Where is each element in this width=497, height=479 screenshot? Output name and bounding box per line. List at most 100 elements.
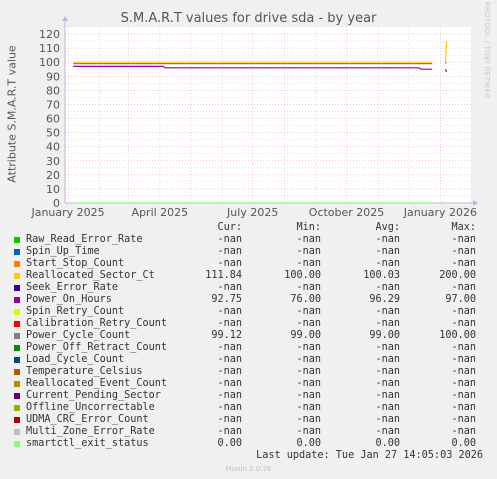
legend-swatch [14, 345, 20, 351]
legend-cur-value: -nan [217, 426, 242, 437]
legend-min-value: -nan [296, 246, 321, 257]
legend-min-value: -nan [296, 366, 321, 377]
y-tick-label: 60 [46, 113, 60, 126]
legend-max-value: -nan [451, 366, 476, 377]
legend-avg-value: -nan [375, 306, 400, 317]
legend-min-value: -nan [296, 306, 321, 317]
legend-row: Load_Cycle_Count -nan -nan -nan -nan [0, 354, 497, 366]
legend-cur-value: -nan [217, 234, 242, 245]
legend-label: Raw_Read_Error_Rate [26, 234, 143, 245]
legend-cur-value: -nan [217, 306, 242, 317]
legend-row: Spin_Retry_Count -nan -nan -nan -nan [0, 306, 497, 318]
legend-min-value: -nan [296, 390, 321, 401]
legend-row: Multi_Zone_Error_Rate -nan -nan -nan -nan [0, 426, 497, 438]
legend-swatch [14, 381, 20, 387]
x-tick-label: July 2025 [226, 206, 278, 219]
legend-min-value: -nan [296, 354, 321, 365]
legend-cur-value: -nan [217, 366, 242, 377]
legend-row: Temperature_Celsius -nan -nan -nan -nan [0, 366, 497, 378]
y-tick-label: 70 [46, 98, 60, 111]
legend-avg-value: -nan [375, 258, 400, 269]
legend-cur-value: -nan [217, 414, 242, 425]
x-tick-label: October 2025 [309, 206, 385, 219]
legend-max-value: -nan [451, 282, 476, 293]
legend-label: Load_Cycle_Count [26, 354, 125, 365]
y-tick-label: 120 [39, 28, 60, 41]
legend-swatch [14, 393, 20, 399]
header-avg: Avg: [375, 222, 400, 233]
legend-swatch [14, 429, 20, 435]
legend-min-value: -nan [296, 318, 321, 329]
legend-min-value: -nan [296, 258, 321, 269]
y-tick-label: 110 [39, 42, 60, 55]
legend-max-value: -nan [451, 234, 476, 245]
legend-swatch [14, 405, 20, 411]
legend-row: smartctl_exit_status 0.00 0.00 0.00 0.00 [0, 438, 497, 450]
legend-label: Power_Off_Retract_Count [26, 342, 168, 353]
legend-cur-value: 111.84 [205, 270, 242, 281]
legend-swatch [14, 369, 20, 375]
legend-row: Current_Pending_Sector -nan -nan -nan -nan [0, 390, 497, 402]
legend-cur-value: -nan [217, 354, 242, 365]
header-min: Min: [296, 222, 321, 233]
y-tick-label: 90 [46, 70, 60, 83]
legend-avg-value: -nan [375, 426, 400, 437]
legend-avg-value: -nan [375, 342, 400, 353]
legend-cur-value: -nan [217, 246, 242, 257]
header-cur: Cur: [217, 222, 242, 233]
legend-swatch [14, 333, 20, 339]
legend-cur-value: 99.12 [211, 330, 242, 341]
legend-avg-value: -nan [375, 354, 400, 365]
legend-max-value: -nan [451, 390, 476, 401]
legend-avg-value: -nan [375, 378, 400, 389]
legend-max-value: -nan [451, 402, 476, 413]
legend-max-value: -nan [451, 318, 476, 329]
legend-avg-value: 0.00 [375, 438, 400, 449]
legend-label: Spin_Up_Time [26, 246, 100, 257]
legend-max-value: 0.00 [451, 438, 476, 449]
legend-max-value: 97.00 [445, 294, 476, 305]
legend-label: smartctl_exit_status [26, 438, 149, 449]
series-line-power-on-hours [73, 65, 448, 73]
legend-swatch [14, 357, 20, 363]
y-axis-label: Attribute S.M.A.R.T value [5, 45, 19, 183]
x-tick-label: January 2026 [403, 206, 477, 219]
legend-avg-value: -nan [375, 414, 400, 425]
legend-avg-value: -nan [375, 402, 400, 413]
series-line-reallocated-sector-ct [73, 41, 448, 63]
legend-avg-value: -nan [375, 390, 400, 401]
legend-max-value: -nan [451, 378, 476, 389]
legend-row: Reallocated_Event_Count -nan -nan -nan -nan [0, 378, 497, 390]
legend-swatch [14, 261, 20, 267]
legend-swatch [14, 249, 20, 255]
legend-avg-value: 99.00 [369, 330, 400, 341]
legend-min-value: -nan [296, 426, 321, 437]
legend-avg-value: 96.29 [369, 294, 400, 305]
legend-label: Reallocated_Event_Count [26, 378, 168, 389]
legend-row: Start_Stop_Count -nan -nan -nan -nan [0, 258, 497, 270]
legend-avg-value: -nan [375, 246, 400, 257]
legend-cur-value: -nan [217, 258, 242, 269]
x-tick-label: April 2025 [132, 206, 189, 219]
legend-label: UDMA_CRC_Error_Count [26, 414, 149, 425]
legend-max-value: -nan [451, 354, 476, 365]
x-axis-arrow [473, 200, 478, 206]
legend-label: Calibration_Retry_Count [26, 318, 168, 329]
y-tick-label: 80 [46, 84, 60, 97]
legend-swatch [14, 297, 20, 303]
legend-max-value: -nan [451, 258, 476, 269]
legend-swatch [14, 273, 20, 279]
legend-cur-value: -nan [217, 402, 242, 413]
legend-min-value: -nan [296, 402, 321, 413]
legend-avg-value: 100.03 [363, 270, 400, 281]
legend-max-value: -nan [451, 426, 476, 437]
rrdtool-credit: RRDTOOL / TOBI OETIKER [483, 1, 491, 99]
legend-row: Calibration_Retry_Count -nan -nan -nan -nan [0, 318, 497, 330]
legend-cur-value: 92.75 [211, 294, 242, 305]
legend-max-value: -nan [451, 306, 476, 317]
legend-row: Offline_Uncorrectable -nan -nan -nan -nan [0, 402, 497, 414]
legend-label: Spin_Retry_Count [26, 306, 125, 317]
legend-cur-value: -nan [217, 390, 242, 401]
legend-label: Start_Stop_Count [26, 258, 125, 269]
